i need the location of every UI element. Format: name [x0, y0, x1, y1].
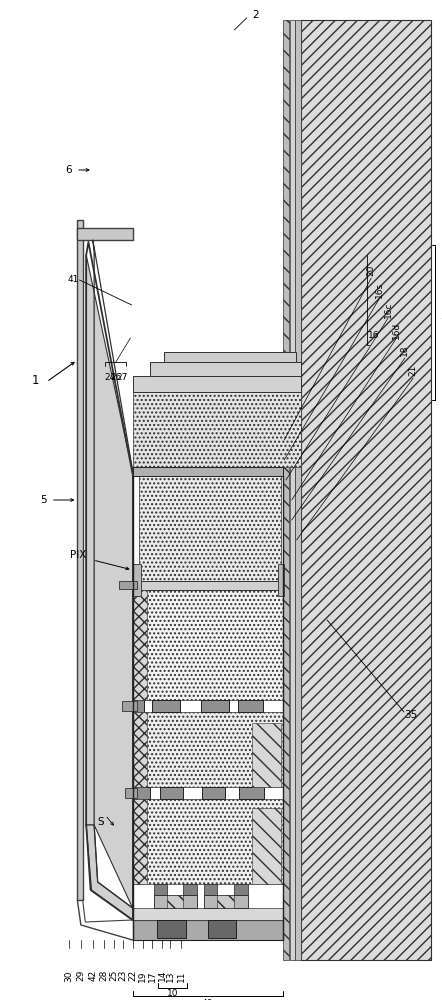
Bar: [238, 700, 263, 712]
Bar: [283, 20, 289, 960]
Text: 11: 11: [177, 970, 186, 982]
Text: 21: 21: [409, 364, 418, 376]
Text: 2: 2: [252, 10, 259, 20]
Text: 10: 10: [167, 990, 179, 998]
Text: 40: 40: [202, 998, 213, 1000]
Bar: [125, 788, 137, 798]
Bar: [132, 564, 141, 596]
Bar: [123, 700, 144, 712]
Polygon shape: [86, 255, 133, 908]
Text: 42: 42: [88, 970, 97, 981]
Bar: [133, 920, 283, 940]
Bar: [217, 895, 234, 908]
Bar: [154, 895, 197, 908]
Bar: [150, 362, 301, 376]
Bar: [278, 564, 284, 596]
Bar: [167, 895, 183, 908]
Bar: [133, 799, 283, 884]
Bar: [139, 476, 281, 581]
Text: 1: 1: [32, 373, 39, 386]
Text: 30: 30: [64, 970, 73, 982]
Bar: [252, 808, 281, 884]
Bar: [208, 920, 236, 938]
Text: 23: 23: [118, 970, 127, 981]
Text: 24: 24: [104, 373, 115, 382]
Bar: [119, 581, 137, 589]
Bar: [160, 787, 183, 799]
Bar: [122, 701, 137, 711]
Bar: [133, 908, 283, 920]
Text: 20: 20: [367, 264, 376, 276]
Bar: [252, 723, 281, 787]
Text: 16d: 16d: [392, 321, 401, 339]
Bar: [301, 20, 431, 960]
Bar: [164, 352, 296, 362]
Text: 25: 25: [110, 970, 118, 981]
Bar: [133, 392, 301, 467]
Text: 5: 5: [40, 495, 46, 505]
Bar: [204, 884, 217, 895]
Bar: [154, 884, 167, 895]
Text: 16c: 16c: [384, 302, 392, 318]
Text: S: S: [98, 817, 104, 827]
Text: 16: 16: [368, 330, 379, 340]
Text: 19: 19: [138, 970, 147, 982]
Bar: [133, 467, 283, 476]
Bar: [133, 799, 147, 884]
Text: 13: 13: [166, 970, 175, 982]
Text: 16s: 16s: [375, 282, 384, 298]
Polygon shape: [86, 825, 133, 920]
Bar: [132, 787, 150, 799]
Text: 28: 28: [99, 970, 108, 981]
Bar: [239, 787, 264, 799]
Bar: [133, 590, 283, 700]
Bar: [139, 581, 281, 590]
Text: 27: 27: [117, 373, 128, 382]
Text: 41: 41: [67, 275, 79, 284]
Bar: [157, 920, 186, 938]
Text: 18: 18: [400, 344, 409, 356]
Bar: [152, 700, 180, 712]
Bar: [133, 712, 147, 787]
Bar: [133, 376, 301, 392]
Text: 22: 22: [128, 970, 137, 981]
Text: 17: 17: [148, 970, 157, 982]
Bar: [77, 228, 133, 240]
Text: 7: 7: [440, 318, 442, 328]
Bar: [183, 884, 197, 895]
Text: 14: 14: [158, 970, 167, 981]
Bar: [295, 20, 301, 960]
Bar: [234, 884, 248, 895]
Bar: [133, 712, 283, 787]
Text: 29: 29: [76, 970, 85, 981]
Text: 35: 35: [404, 710, 418, 720]
Text: PIX: PIX: [70, 550, 87, 560]
Bar: [290, 20, 295, 960]
Bar: [77, 220, 83, 900]
Bar: [204, 895, 248, 908]
Text: 26: 26: [110, 373, 122, 382]
Bar: [202, 787, 225, 799]
Bar: [201, 700, 229, 712]
Text: 6: 6: [65, 165, 72, 175]
Bar: [133, 590, 147, 700]
